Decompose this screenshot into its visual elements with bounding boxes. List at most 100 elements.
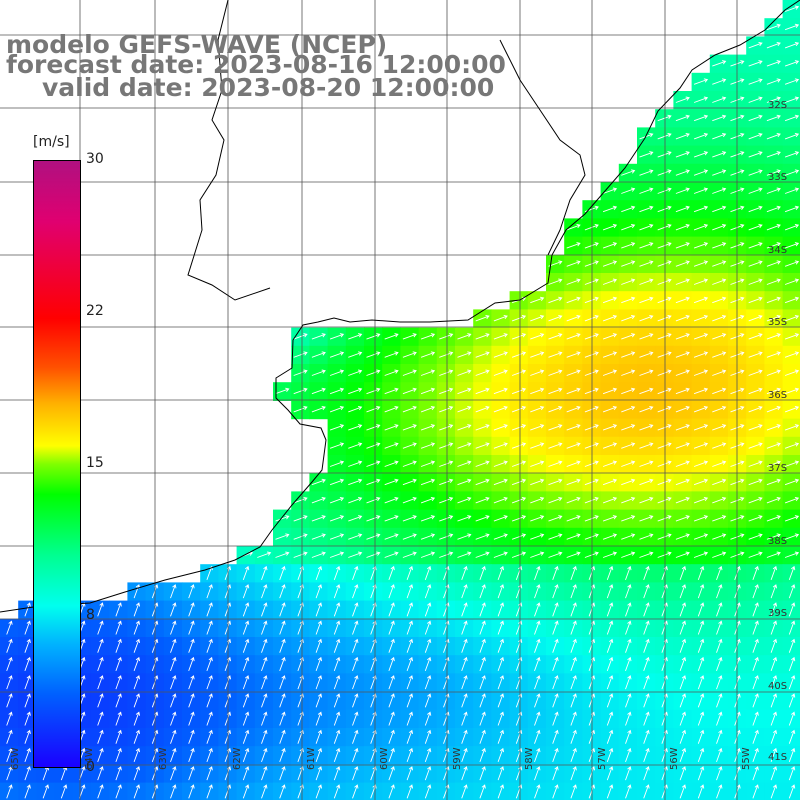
wind-arrow: [693, 551, 709, 558]
wind-arrow: [566, 460, 581, 467]
wind-arrow: [712, 460, 727, 467]
wind-arrow: [602, 351, 618, 358]
wind-arrow: [606, 638, 614, 653]
wind-arrow: [639, 442, 654, 449]
wind-arrow: [424, 693, 432, 708]
wind-arrow: [188, 656, 195, 672]
wind-arrow: [657, 242, 672, 249]
wind-arrow: [311, 551, 326, 558]
wind-arrow: [625, 565, 632, 581]
wind-arrow: [461, 584, 468, 599]
wind-arrow: [366, 496, 381, 504]
wind-arrow: [352, 638, 359, 653]
wind-arrow: [584, 242, 599, 249]
wind-arrow: [748, 387, 763, 395]
wind-arrow: [329, 424, 345, 431]
wind-arrow: [770, 620, 778, 635]
wind-arrow: [602, 533, 618, 540]
wind-arrow: [388, 711, 395, 726]
wind-arrow: [293, 515, 308, 522]
wind-arrow: [497, 602, 505, 617]
wind-arrow: [766, 314, 781, 322]
wind-arrow: [788, 711, 796, 726]
wind-arrow: [712, 278, 727, 285]
wind-arrow: [497, 565, 505, 581]
wind-arrow: [784, 5, 800, 12]
wind-arrow: [475, 533, 490, 540]
wind-arrow: [784, 78, 800, 85]
wind-arrow: [766, 96, 781, 103]
wind-arrow: [675, 333, 690, 340]
wind-arrow: [352, 620, 359, 635]
wind-arrow: [693, 223, 709, 231]
wind-arrow: [461, 693, 468, 708]
wind-arrow: [675, 314, 690, 322]
wind-arrow: [712, 405, 727, 413]
wind-arrow: [457, 478, 472, 486]
wind-arrow: [570, 784, 577, 799]
wind-arrow: [675, 405, 690, 413]
wind-arrow: [784, 478, 800, 486]
wind-arrow: [115, 638, 122, 653]
wind-arrow: [530, 369, 545, 376]
wind-arrow: [388, 620, 395, 635]
wind-arrow: [188, 729, 195, 744]
wind-arrow: [566, 496, 581, 504]
wind-arrow: [170, 638, 177, 653]
wind-arrow: [424, 784, 432, 799]
lon-label: 60W: [379, 747, 390, 770]
wind-arrow: [511, 460, 527, 467]
wind-arrow: [439, 496, 454, 504]
wind-arrow: [639, 278, 654, 285]
wind-arrow: [420, 405, 436, 413]
wind-arrow: [261, 620, 268, 635]
wind-arrow: [457, 369, 472, 376]
wind-arrow: [643, 784, 650, 799]
wind-arrow: [712, 96, 727, 103]
wind-arrow: [439, 478, 454, 486]
wind-arrow: [570, 711, 577, 726]
wind-arrow: [475, 314, 490, 322]
wind-arrow: [784, 551, 800, 558]
wind-arrow: [261, 656, 268, 672]
wind-arrow: [621, 478, 636, 486]
wind-arrow: [770, 711, 778, 726]
wind-arrow: [333, 638, 341, 653]
wind-arrow: [534, 693, 541, 708]
wind-arrow: [639, 478, 654, 486]
wind-arrow: [566, 296, 581, 304]
wind-arrow: [315, 602, 323, 617]
wind-arrow: [388, 766, 395, 781]
wind-arrow: [602, 296, 618, 304]
wind-arrow: [606, 656, 614, 672]
wind-arrow: [97, 693, 104, 708]
wind-arrow: [366, 515, 381, 522]
wind-arrow: [6, 729, 13, 744]
wind-arrow: [625, 747, 632, 763]
wind-arrow: [24, 784, 31, 799]
wind-arrow: [348, 333, 363, 340]
wind-arrow: [602, 405, 618, 413]
wind-arrow: [388, 656, 395, 672]
wind-arrow: [584, 405, 599, 413]
wind-arrow: [748, 442, 763, 449]
wind-arrow: [493, 387, 508, 395]
wind-arrow: [766, 260, 781, 267]
wind-arrow: [479, 747, 486, 763]
wind-arrow: [479, 784, 486, 799]
wind-arrow: [570, 747, 577, 763]
wind-arrow: [206, 602, 213, 617]
wind-arrow: [170, 711, 177, 726]
wind-arrow: [657, 278, 672, 285]
wind-arrow: [261, 638, 268, 653]
wind-arrow: [712, 314, 727, 322]
wind-arrow: [261, 784, 268, 799]
wind-arrow: [115, 784, 122, 799]
wind-arrow: [6, 784, 13, 799]
wind-arrow: [693, 533, 709, 540]
wind-arrow: [766, 278, 781, 285]
wind-arrow: [479, 656, 486, 672]
wind-arrow: [548, 405, 563, 413]
wind-arrow: [24, 693, 31, 708]
wind-arrow: [333, 584, 341, 599]
